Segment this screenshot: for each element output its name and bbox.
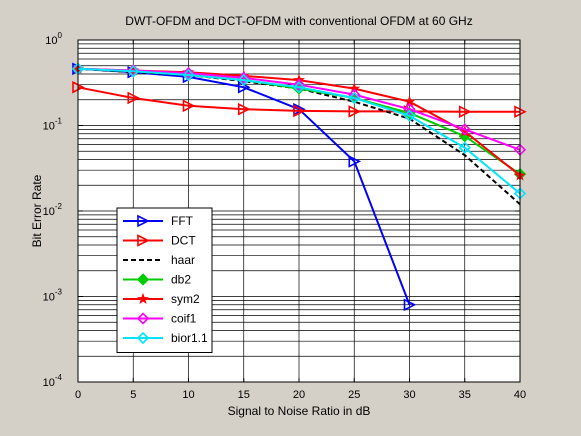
data-point	[137, 292, 149, 304]
x-tick-label: 5	[130, 389, 136, 401]
legend-entry: FFT	[123, 214, 194, 228]
data-point	[136, 273, 150, 286]
legend-entry: DCT	[123, 234, 196, 248]
y-tick-label: 100	[45, 31, 62, 47]
data-point	[348, 88, 361, 101]
data-point	[403, 298, 417, 312]
data-series	[71, 62, 527, 312]
legend: FFT DCT haar db2 sym2 coif1 bior1.1	[116, 207, 213, 353]
data-point	[293, 104, 306, 118]
legend-label: bior1.1	[171, 331, 208, 345]
series-bior1-1	[71, 62, 527, 200]
x-axis-label: Signal to Noise Ratio in dB	[228, 404, 371, 418]
legend-entry: sym2	[123, 292, 200, 306]
x-tick-label: 35	[459, 389, 471, 401]
series-line	[77, 86, 520, 113]
y-tick-label: 10-3	[43, 288, 63, 304]
data-point	[136, 331, 150, 345]
series-coif1	[71, 62, 527, 156]
data-point	[348, 91, 361, 105]
x-tick-label: 15	[238, 389, 250, 401]
y-tick-label: 10-4	[43, 373, 63, 389]
y-axis-ticks: 100 10-1 10-2 10-3 10-4	[43, 31, 520, 389]
data-point	[137, 234, 150, 247]
data-point	[403, 109, 416, 122]
y-tick-label: 10-2	[43, 202, 63, 218]
data-point	[348, 155, 362, 168]
legend-label: DCT	[171, 234, 196, 248]
legend-entry: coif1	[123, 312, 197, 326]
data-point	[237, 102, 251, 116]
data-point	[458, 123, 471, 136]
x-tick-label: 10	[182, 389, 194, 401]
y-axis-label: Bit Error Rate	[30, 174, 44, 247]
x-tick-label: 20	[293, 389, 305, 401]
legend-entry: haar	[123, 253, 195, 267]
data-point	[348, 105, 362, 118]
data-point	[403, 103, 416, 116]
legend-label: coif1	[171, 312, 197, 326]
data-point	[127, 91, 141, 105]
data-point	[137, 214, 150, 228]
data-point	[136, 312, 150, 325]
data-point	[182, 66, 195, 80]
data-point	[127, 65, 140, 78]
legend-entry: bior1.1	[123, 331, 208, 345]
x-tick-label: 25	[348, 389, 360, 401]
data-point	[237, 71, 250, 85]
legend-label: FFT	[171, 214, 194, 228]
legend-label: sym2	[171, 292, 200, 306]
series-line	[77, 67, 521, 195]
data-point	[458, 105, 472, 118]
data-point	[237, 73, 250, 87]
data-point	[292, 81, 306, 94]
x-tick-label: 40	[514, 389, 526, 401]
legend-label: db2	[171, 273, 191, 287]
series-dct	[72, 80, 527, 118]
x-tick-label: 0	[75, 389, 81, 401]
legend-label: haar	[171, 253, 195, 267]
legend-entry: db2	[123, 273, 191, 287]
data-point	[458, 141, 471, 154]
x-axis-ticks: 0 5 10 15 20 25 30 35 40	[75, 40, 526, 401]
y-tick-label: 10-1	[43, 117, 63, 133]
chart-title: DWT-OFDM and DCT-OFDM with conventional …	[125, 14, 472, 28]
series-line	[77, 67, 521, 151]
data-point	[182, 99, 196, 113]
data-point	[292, 78, 306, 91]
data-point	[182, 68, 195, 82]
x-tick-label: 30	[403, 389, 415, 401]
